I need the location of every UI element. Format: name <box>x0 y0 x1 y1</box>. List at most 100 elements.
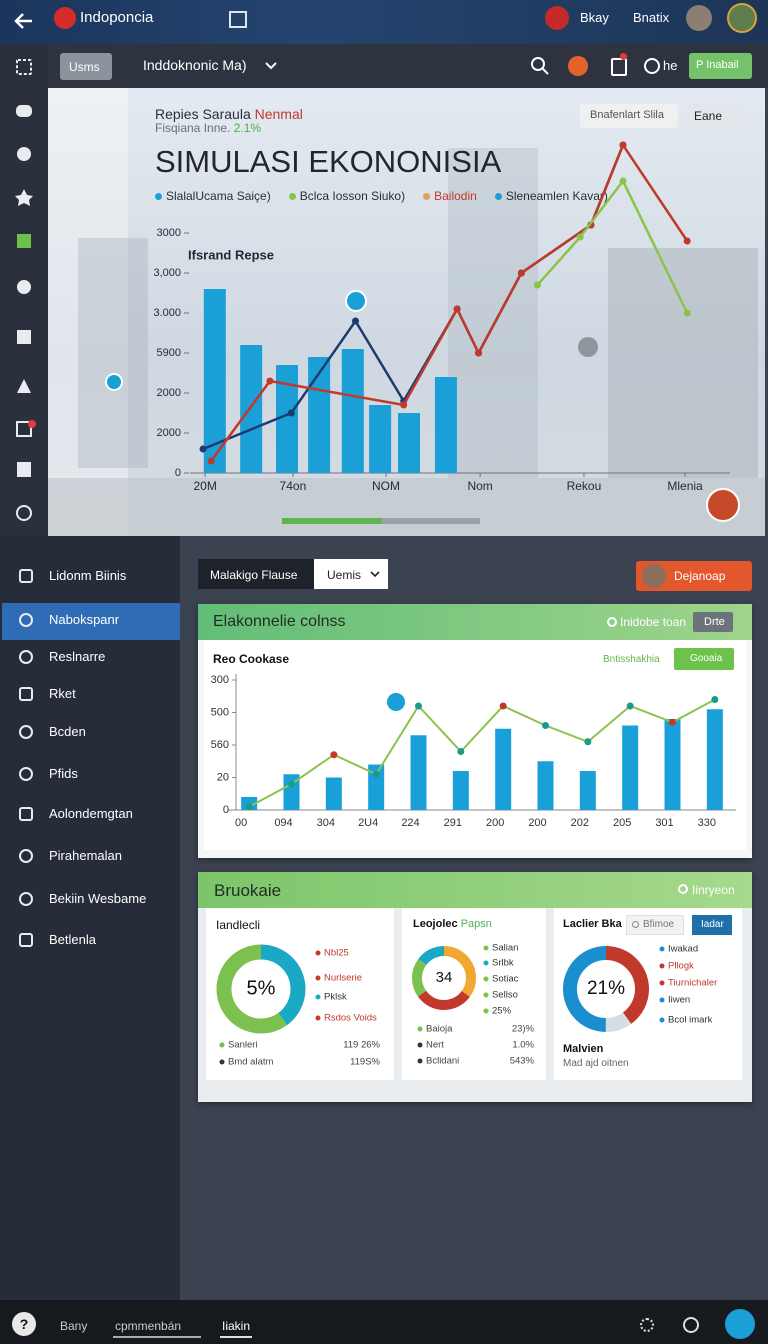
bar <box>240 345 263 473</box>
line-point <box>626 702 634 710</box>
line-point <box>517 269 525 277</box>
settings-icon[interactable] <box>644 58 660 74</box>
nav-item[interactable]: Pfids <box>49 766 78 781</box>
y-tick-label: 2000 <box>157 387 181 399</box>
legend-label: Pllogk <box>668 961 694 972</box>
panel-filter-label[interactable]: Bfimoe <box>643 919 675 930</box>
hero <box>48 88 765 536</box>
card-button-label[interactable]: Drte <box>704 616 725 628</box>
back-button[interactable] <box>12 10 34 32</box>
legend-label: Salian <box>492 943 518 954</box>
nav-icon[interactable] <box>19 569 33 583</box>
settings-icon[interactable] <box>640 1318 654 1332</box>
nav-item[interactable]: Aolondemgtan <box>49 806 133 821</box>
card-chart: 0 20 560 500 300 00 094 304 2U4 224 291 200 200 202 20… <box>211 674 736 829</box>
primary-button[interactable] <box>689 53 752 79</box>
nav-icon[interactable] <box>19 849 33 863</box>
hero-select-label[interactable]: Eane <box>694 109 723 123</box>
row-label: Bclidani <box>426 1056 459 1067</box>
hero-filter[interactable] <box>580 104 678 128</box>
legend-dot <box>483 976 489 982</box>
legend-label: Bailodin <box>434 189 477 203</box>
nav-item[interactable]: Pirahemalan <box>49 848 122 863</box>
nav-icon[interactable] <box>19 767 33 781</box>
panel-button-label[interactable]: Iadar <box>701 919 724 930</box>
dropdown-chevron[interactable] <box>369 568 381 580</box>
primary-button-label[interactable]: P Inabail <box>696 59 739 71</box>
nav-icon[interactable] <box>19 892 33 906</box>
y-tick-label: 3,000 <box>153 267 181 279</box>
dropdown-chevron[interactable] <box>264 58 278 72</box>
line-point <box>619 141 627 149</box>
chart-button[interactable] <box>674 648 734 670</box>
refresh-icon[interactable] <box>683 1317 699 1333</box>
hero-select[interactable] <box>686 103 742 129</box>
card-title: Elakonnelie colnss <box>213 613 346 630</box>
bottom-tab[interactable]: Iiakin <box>222 1319 251 1333</box>
line-point <box>400 401 408 409</box>
nav-item[interactable]: Lidonm Biinis <box>49 568 127 583</box>
legend-dot <box>483 992 489 998</box>
chart-title: Reo Cookase <box>213 652 290 666</box>
avatar[interactable] <box>727 3 757 33</box>
user-name[interactable]: Bkay <box>580 10 609 25</box>
card-header <box>198 872 752 908</box>
card-body <box>204 640 746 850</box>
chart-button-label[interactable]: Gooaia <box>690 653 723 664</box>
action-avatar <box>642 564 666 588</box>
user-avatar[interactable] <box>545 6 569 30</box>
bar <box>341 349 364 473</box>
toolbar-link[interactable]: he <box>663 58 678 73</box>
panel-button[interactable] <box>692 915 732 935</box>
tab[interactable] <box>198 559 314 589</box>
nav-item[interactable]: Rket <box>49 686 76 701</box>
legend-label: Pklsk <box>324 992 347 1003</box>
nav-icon[interactable] <box>19 725 33 739</box>
status-icon[interactable] <box>568 56 588 76</box>
nav-icon[interactable] <box>19 933 33 947</box>
fab[interactable] <box>725 1309 755 1339</box>
panel-filter[interactable] <box>626 915 684 935</box>
tab-label[interactable]: Malakigo Flause <box>210 568 298 582</box>
nav-item[interactable]: Reslnarre <box>49 649 106 664</box>
legend-dot <box>659 1017 665 1023</box>
y-tick-label: 300 <box>211 674 229 686</box>
toolbar-button[interactable] <box>60 53 112 80</box>
status-dot <box>678 884 688 894</box>
nav-icon[interactable] <box>19 807 33 821</box>
x-tick-label: 200 <box>486 817 504 829</box>
nav-item[interactable]: Bekiin Wesbame <box>49 891 147 906</box>
toolbar-button-label[interactable]: Usms <box>69 60 100 74</box>
help-label[interactable]: Bany <box>60 1319 88 1333</box>
x-tick-label: 291 <box>444 817 462 829</box>
legend-label: Iwakad <box>668 944 698 955</box>
notify-icon[interactable] <box>611 58 627 76</box>
top-bar: Indoponcia Bkay Bnatix <box>0 0 768 44</box>
nav-icon[interactable] <box>19 687 33 701</box>
legend-dot <box>483 960 489 966</box>
bottom-tab[interactable]: cpmmenbán <box>115 1319 182 1333</box>
hero-filter-label[interactable]: Bnafenlart Slila <box>590 109 664 121</box>
search-icon[interactable] <box>530 56 550 76</box>
dropdown-label[interactable]: Uemis <box>327 568 362 582</box>
line-point <box>372 770 380 778</box>
avatar[interactable] <box>686 5 712 31</box>
line-point <box>245 803 253 811</box>
row-label: Bmd alatm <box>228 1057 273 1068</box>
help-icon[interactable]: ? <box>12 1312 36 1336</box>
row-dot <box>417 1058 423 1064</box>
filter-icon <box>632 921 639 928</box>
nav-item[interactable]: Nabokspanr <box>49 612 120 627</box>
user-name[interactable]: Bnatix <box>633 10 670 25</box>
nav-icon[interactable] <box>19 650 33 664</box>
nav-item[interactable]: Betlenla <box>49 932 96 947</box>
action-button-label[interactable]: Dejanoap <box>674 569 726 583</box>
nav-icon[interactable] <box>19 613 33 627</box>
dropdown[interactable] <box>314 559 388 589</box>
nav-item[interactable]: Bcden <box>49 724 86 739</box>
panel-title-accent: Papsn <box>460 918 492 930</box>
dropdown[interactable]: Inddoknonic Ma) <box>143 57 247 73</box>
line-point <box>576 233 584 241</box>
marker <box>345 290 367 312</box>
card-button[interactable] <box>693 612 733 632</box>
